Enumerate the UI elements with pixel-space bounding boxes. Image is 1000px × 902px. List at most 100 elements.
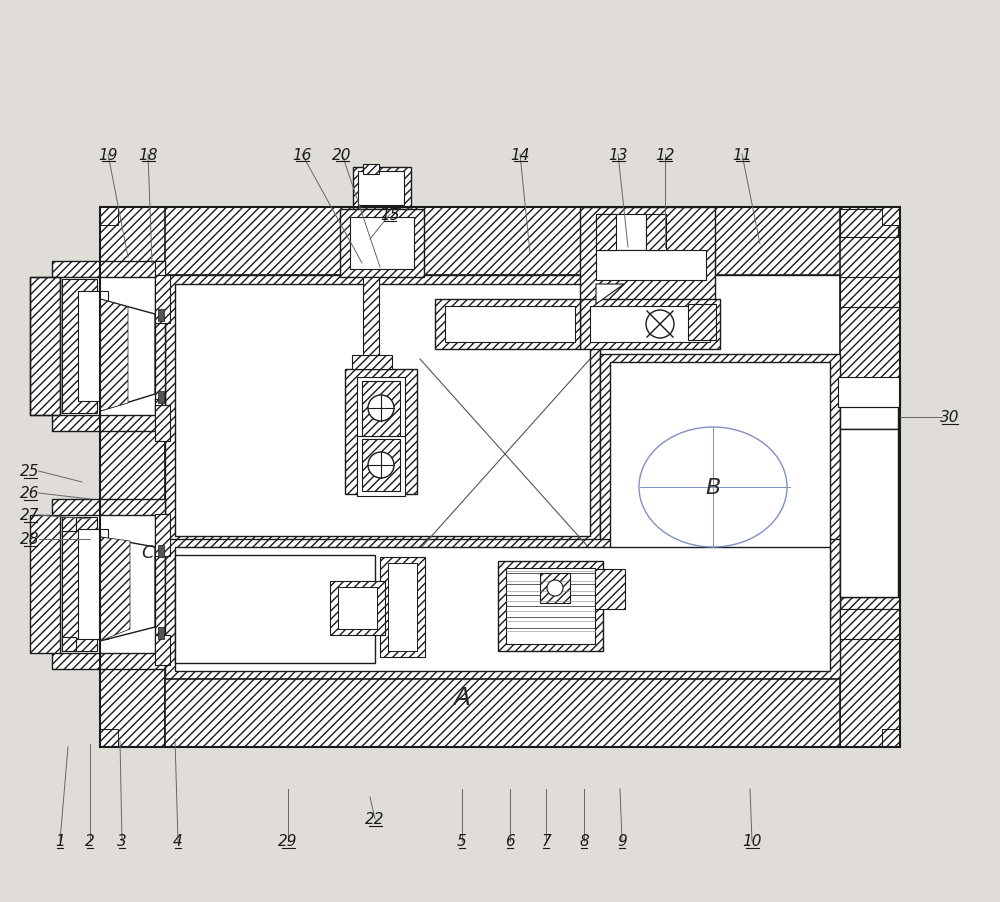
Bar	[646, 215, 666, 251]
Bar	[506, 568, 595, 644]
Text: 3: 3	[117, 833, 127, 849]
Bar	[380, 557, 425, 658]
Bar	[155, 406, 170, 441]
Bar	[840, 610, 898, 638]
Text: 8: 8	[579, 833, 589, 849]
Bar	[362, 382, 400, 437]
Polygon shape	[596, 285, 624, 305]
Bar	[155, 276, 170, 324]
Bar	[353, 168, 411, 210]
Bar	[30, 515, 60, 653]
Text: 29: 29	[278, 833, 298, 849]
Text: 27: 27	[20, 508, 40, 523]
Text: 7: 7	[541, 833, 551, 849]
Bar	[600, 354, 840, 624]
Text: 1: 1	[55, 833, 65, 849]
Text: 6: 6	[505, 833, 515, 849]
Text: 4: 4	[173, 833, 183, 849]
Text: 18: 18	[138, 147, 158, 162]
Bar	[52, 500, 165, 669]
Text: 20: 20	[332, 147, 352, 162]
Text: 2: 2	[85, 833, 95, 849]
Text: 10: 10	[742, 833, 762, 849]
Polygon shape	[100, 299, 155, 411]
Bar	[840, 610, 900, 640]
Bar	[158, 546, 164, 557]
Bar	[78, 291, 108, 401]
Bar	[840, 207, 900, 747]
Circle shape	[368, 396, 394, 421]
Bar	[52, 262, 165, 431]
Bar	[100, 729, 118, 747]
Bar	[358, 171, 404, 206]
Bar	[165, 679, 840, 747]
Bar	[596, 215, 646, 251]
Bar	[155, 635, 170, 666]
Bar	[840, 429, 898, 597]
Bar	[62, 280, 97, 413]
Circle shape	[368, 453, 394, 478]
Bar	[840, 210, 898, 238]
Bar	[445, 307, 575, 343]
Bar	[100, 207, 900, 747]
Bar	[882, 729, 900, 747]
Text: 14: 14	[510, 147, 530, 162]
Bar	[165, 539, 840, 679]
Bar	[62, 518, 76, 531]
Bar	[338, 587, 377, 630]
Bar	[610, 363, 830, 616]
Bar	[340, 210, 424, 278]
Polygon shape	[100, 299, 128, 411]
Bar	[158, 391, 164, 403]
Bar	[345, 370, 417, 494]
Bar	[158, 627, 164, 640]
Text: C: C	[142, 543, 154, 561]
Text: B: B	[705, 477, 721, 497]
Bar	[100, 207, 118, 226]
Circle shape	[646, 310, 674, 338]
Bar	[688, 305, 716, 341]
Text: 22: 22	[365, 812, 385, 826]
Bar	[62, 518, 97, 651]
Bar	[62, 638, 76, 651]
Bar	[155, 514, 170, 557]
Bar	[30, 278, 60, 416]
Bar	[165, 276, 600, 546]
Bar	[357, 437, 405, 496]
Bar	[388, 564, 417, 651]
Bar	[362, 439, 400, 492]
Bar	[363, 278, 379, 363]
Text: 25: 25	[20, 464, 40, 479]
Bar	[590, 307, 710, 343]
Bar	[175, 556, 375, 663]
Bar	[498, 561, 603, 651]
Bar	[60, 515, 155, 653]
Bar	[30, 278, 60, 416]
Bar	[882, 207, 900, 226]
Bar	[350, 217, 414, 270]
Polygon shape	[100, 538, 130, 641]
Bar	[580, 207, 715, 308]
Bar	[596, 251, 706, 281]
Bar	[175, 285, 590, 537]
Bar	[840, 380, 898, 429]
Text: 5: 5	[457, 833, 467, 849]
Bar	[100, 679, 900, 747]
Polygon shape	[100, 538, 155, 641]
Bar	[435, 299, 580, 350]
Bar	[596, 215, 616, 251]
Bar	[357, 378, 405, 486]
Text: 28: 28	[20, 532, 40, 547]
Bar	[330, 582, 385, 635]
Text: 19: 19	[98, 147, 118, 162]
Bar	[78, 529, 108, 640]
Bar	[175, 548, 830, 671]
Text: A: A	[453, 686, 471, 709]
Text: 11: 11	[732, 147, 752, 162]
Text: 16: 16	[292, 147, 312, 162]
Text: 30: 30	[940, 410, 960, 425]
Bar	[363, 165, 379, 175]
Bar	[165, 276, 840, 679]
Bar	[580, 299, 720, 350]
Bar	[540, 574, 570, 603]
